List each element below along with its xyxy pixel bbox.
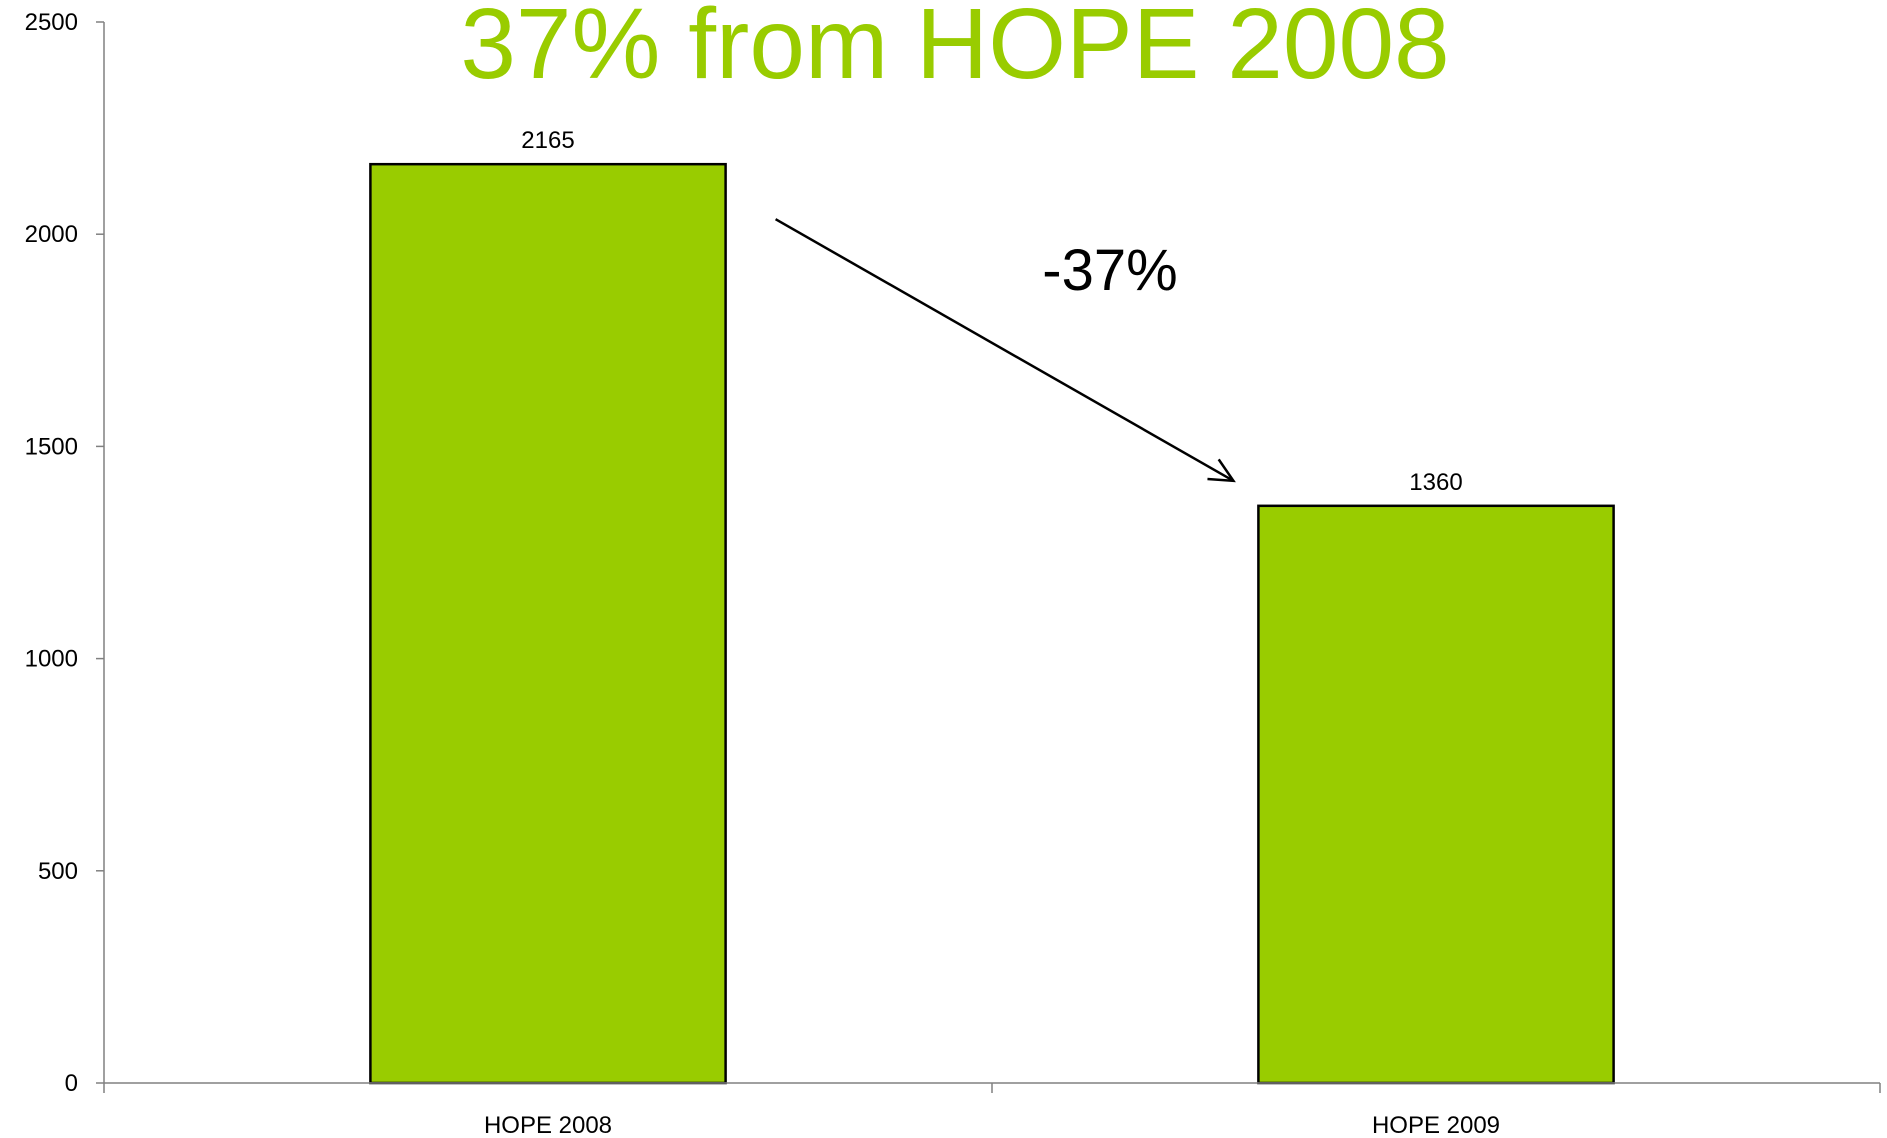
change-arrow [774, 218, 1235, 482]
y-tick-label: 2000 [25, 221, 78, 248]
bars [369, 162, 1615, 1085]
bar-hope-2009 [1257, 504, 1615, 1085]
x-category-label: HOPE 2009 [1372, 1112, 1500, 1138]
y-axis-ticks: 0 500 1000 1500 2000 2500 [25, 9, 104, 1097]
x-axis-ticks: HOPE 2008 HOPE 2009 [103, 1083, 1881, 1138]
bar-hope-2008 [369, 162, 727, 1085]
y-tick-label: 2500 [25, 9, 78, 36]
y-tick-label: 1500 [25, 433, 78, 460]
x-category-label: HOPE 2008 [484, 1112, 612, 1138]
data-label: 1360 [1409, 469, 1462, 496]
change-arrow-head [1207, 458, 1236, 483]
y-tick-label: 500 [38, 858, 78, 885]
y-tick-label: 0 [65, 1070, 78, 1097]
change-annotation: -37% [1042, 238, 1177, 303]
data-label: 2165 [521, 127, 574, 154]
y-tick-label: 1000 [25, 646, 78, 673]
data-labels: 2165 1360 [521, 127, 1462, 496]
chart-title: 37% from HOPE 2008 [460, 0, 1449, 100]
